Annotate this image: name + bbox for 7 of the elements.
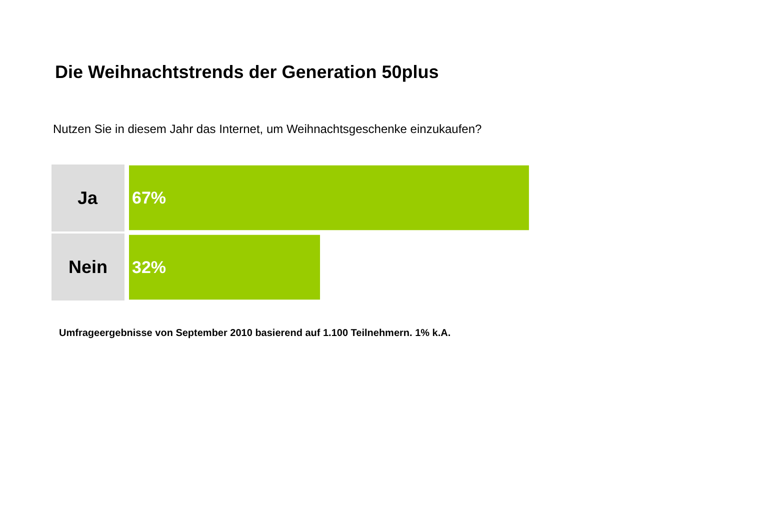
y-tick-label: Nein: [68, 257, 108, 277]
data-label: 67%: [132, 188, 166, 208]
chart-title: Die Weihnachtstrends der Generation 50plus: [55, 62, 439, 82]
text: Umfrageergebnisse von September 2010 basierend auf 1.100 Teilnehmern. 1% k.A.: [59, 328, 451, 339]
chart-subtitle: Nutzen Sie in diesem Jahr das Internet, um Weihnachtsgeschenke einzukaufen?: [53, 122, 482, 136]
y-tick-label: Ja: [77, 188, 99, 208]
data-label: 32%: [132, 258, 166, 277]
